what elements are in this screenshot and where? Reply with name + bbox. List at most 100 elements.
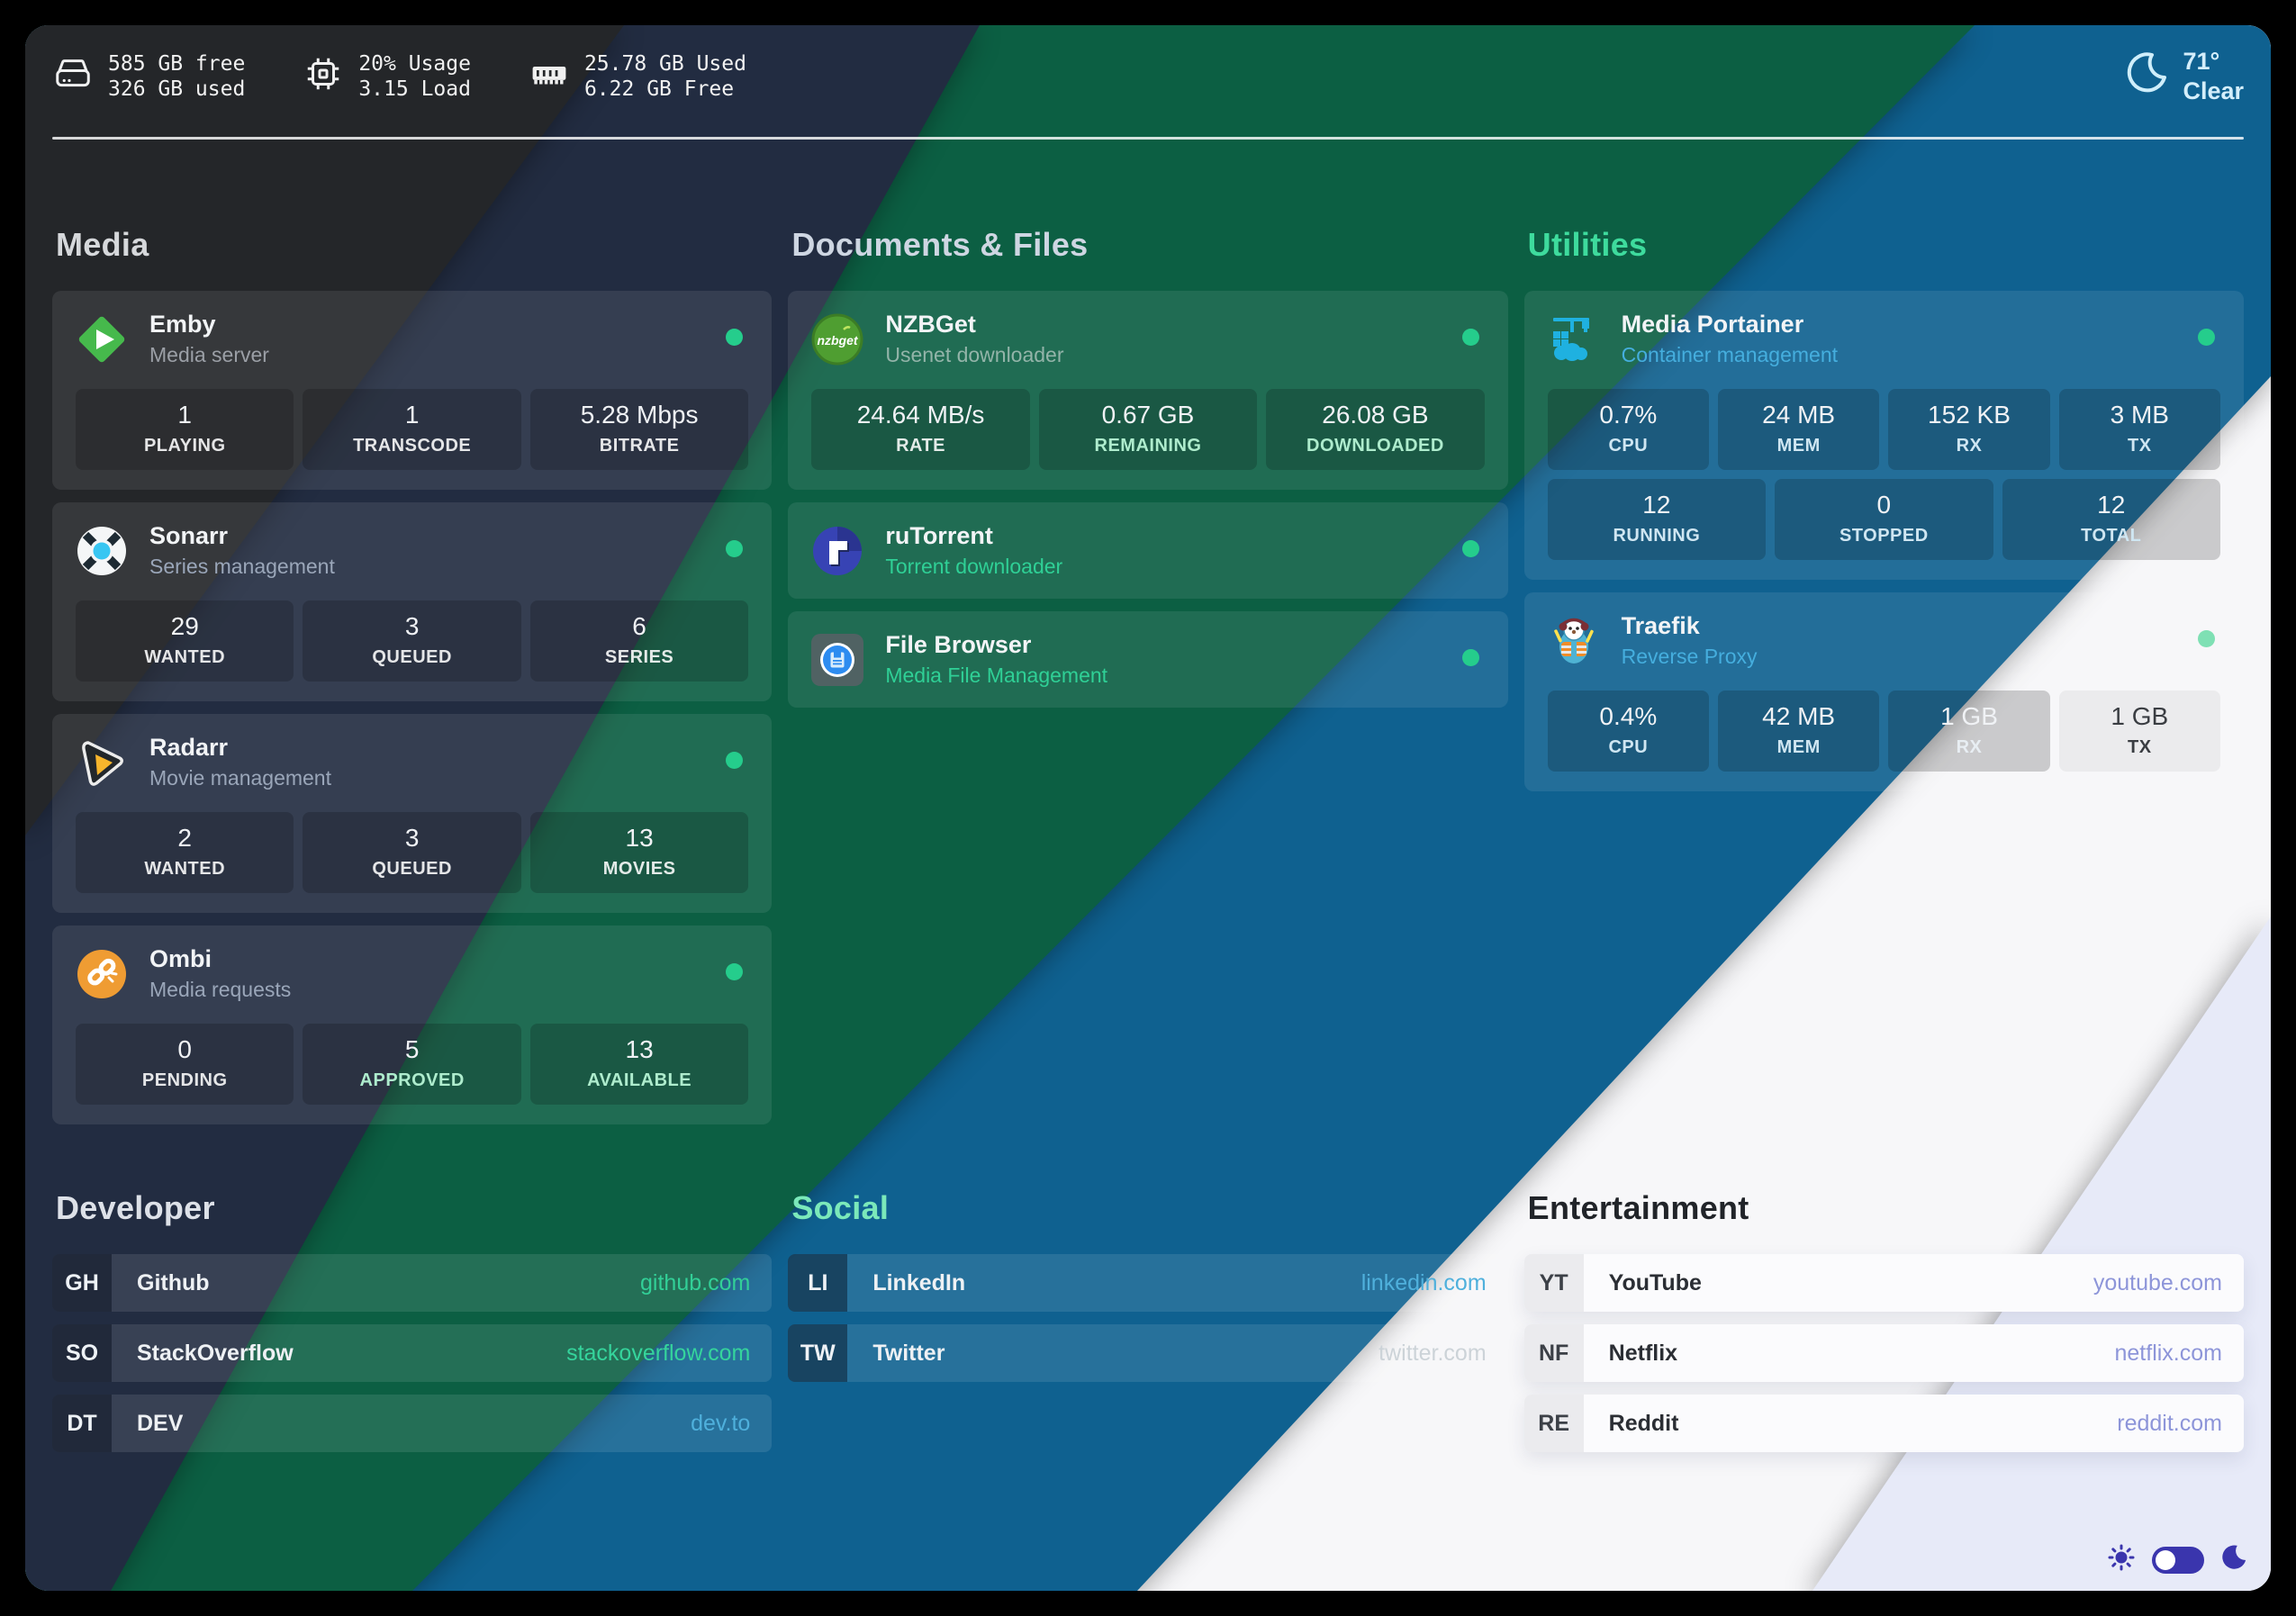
portainer-icon (1548, 313, 1600, 366)
filebrowser-icon (811, 633, 864, 686)
stat-box: 12 TOTAL (2002, 479, 2220, 560)
bookmark-stackoverflow[interactable]: SO StackOverflow stackoverflow.com (52, 1324, 773, 1382)
section-title: Developer (56, 1189, 215, 1226)
bookmark-url: twitter.com (1379, 1340, 1487, 1366)
service-title: ruTorrent (885, 522, 993, 549)
bookmark-github[interactable]: GH Github github.com (52, 1254, 773, 1312)
stat-box: 3 MB TX (2058, 389, 2220, 470)
stat-box: 3 QUEUED (303, 600, 521, 682)
status-dot (1461, 329, 1479, 346)
stat-box: 13 AVAILABLE (529, 1024, 749, 1105)
service-subtitle: Usenet downloader (885, 343, 1064, 366)
bookmark-twitter[interactable]: TW Twitter twitter.com (788, 1324, 1508, 1382)
stat-box: 42 MB MEM (1717, 691, 1880, 772)
system-status-bar: 585 GB free 326 GB used 20% Usage 3.15 Loa… (52, 25, 2244, 112)
bookmark-url: netflix.com (2114, 1340, 2222, 1366)
section-title: Media (56, 226, 149, 263)
stat-box: 152 KB RX (1888, 389, 2050, 470)
status-dot (1461, 649, 1479, 666)
sonarr-icon (76, 525, 128, 577)
stat-box: 0.7% CPU (1547, 389, 1709, 470)
section-title: Documents & Files (791, 226, 1089, 263)
bookmark-abbr: YT (1523, 1254, 1584, 1312)
section-social: Social LI LinkedIn linkedin.com TW Twitt… (788, 1189, 1508, 1465)
bookmark-url: reddit.com (2117, 1410, 2222, 1436)
service-card-portainer[interactable]: Media Portainer Container management 0.7… (1523, 291, 2244, 580)
service-card-radarr[interactable]: Radarr Movie management 2 WANTED 3 QUEUED … (52, 714, 773, 913)
bookmark-linkedin[interactable]: LI LinkedIn linkedin.com (788, 1254, 1508, 1312)
stat-box: 3 QUEUED (303, 812, 521, 893)
weather-temperature: 71° (2183, 48, 2220, 75)
status-dot (726, 963, 744, 980)
section-entertainment: Entertainment YT YouTube youtube.com NF … (1523, 1189, 2244, 1465)
weather-widget: 71° Clear (2125, 47, 2244, 106)
service-card-sonarr[interactable]: Sonarr Series management 29 WANTED 3 QUEUE… (52, 502, 773, 701)
cpu-load: 3.15 Load (358, 77, 471, 101)
stat-box: 12 RUNNING (1547, 479, 1767, 560)
bookmark-abbr: NF (1523, 1324, 1584, 1382)
bookmark-abbr: RE (1523, 1395, 1584, 1452)
theme-switch-knob (2156, 1549, 2175, 1570)
theme-toggle (2107, 1543, 2247, 1576)
service-subtitle: Movie management (149, 766, 331, 790)
service-subtitle: Media requests (149, 978, 292, 1001)
theme-switch[interactable] (2152, 1546, 2204, 1574)
bookmark-netflix[interactable]: NF Netflix netflix.com (1523, 1324, 2244, 1382)
service-title: Sonarr (149, 522, 229, 549)
disk-used: 326 GB used (108, 77, 246, 101)
bookmark-abbr: TW (788, 1324, 848, 1382)
stat-box: 0.67 GB REMAINING (1038, 389, 1258, 470)
moon-icon[interactable] (2220, 1544, 2247, 1575)
stat-box: 0.4% CPU (1547, 691, 1709, 772)
nzbget-icon: nzbget (811, 313, 863, 366)
radarr-icon (76, 736, 128, 789)
traefik-icon (1548, 615, 1600, 667)
service-subtitle: Media File Management (885, 664, 1108, 687)
bookmark-reddit[interactable]: RE Reddit reddit.com (1523, 1395, 2244, 1452)
service-card-emby[interactable]: Emby Media server 1 PLAYING 1 TRANSCODE 5.… (52, 291, 773, 490)
ram-used: 25.78 GB Used (583, 52, 746, 76)
cpu-icon (303, 53, 344, 101)
service-card-rutorrent[interactable]: ruTorrent Torrent downloader (788, 502, 1508, 599)
weather-condition: Clear (2183, 77, 2244, 104)
memory-icon (529, 53, 570, 101)
bookmark-url: linkedin.com (1360, 1269, 1487, 1296)
service-title: Radarr (149, 734, 229, 761)
bookmark-youtube[interactable]: YT YouTube youtube.com (1523, 1254, 2244, 1312)
service-card-ombi[interactable]: Ombi Media requests 0 PENDING 5 APPROVED 1… (52, 925, 773, 1124)
section-title: Entertainment (1527, 1189, 1749, 1226)
ram-stat: 25.78 GB Used 6.22 GB Free (529, 51, 746, 102)
stat-box: 26.08 GB DOWNLOADED (1266, 389, 1485, 470)
cpu-usage: 20% Usage (358, 52, 471, 76)
service-card-filebrowser[interactable]: File Browser Media File Management (788, 611, 1508, 708)
bookmark-url: github.com (640, 1269, 751, 1296)
service-subtitle: Torrent downloader (885, 555, 1063, 578)
section-title: Utilities (1527, 226, 1648, 263)
service-subtitle: Series management (149, 555, 335, 578)
stat-box: 5.28 Mbps BITRATE (529, 389, 749, 470)
stat-box: 5 APPROVED (303, 1024, 521, 1105)
bookmark-abbr: DT (52, 1395, 112, 1452)
service-subtitle: Reverse Proxy (1621, 645, 1758, 668)
service-card-nzbget[interactable]: nzbget NZBGet Usenet downloader 24.64 MB… (788, 291, 1508, 490)
service-title: File Browser (885, 631, 1032, 658)
section-title: Social (791, 1189, 890, 1226)
stat-box: 1 PLAYING (76, 389, 294, 470)
status-dot (1461, 540, 1479, 557)
service-title: Ombi (149, 945, 212, 972)
stat-box: 24 MB MEM (1717, 389, 1880, 470)
bookmark-url: dev.to (691, 1410, 751, 1436)
bookmark-dev[interactable]: DT DEV dev.to (52, 1395, 773, 1452)
service-subtitle: Media server (149, 343, 269, 366)
clear-night-icon (2125, 51, 2168, 102)
status-dot (2197, 329, 2215, 346)
service-card-traefik[interactable]: Traefik Reverse Proxy 0.4% CPU 42 MB MEM 1… (1523, 592, 2244, 791)
sun-icon[interactable] (2107, 1543, 2136, 1576)
stat-box: 2 WANTED (76, 812, 294, 893)
stat-box: 0 STOPPED (1775, 479, 1993, 560)
hard-drive-icon (52, 53, 94, 101)
section-media: Media Emby (52, 226, 773, 1124)
section-developer: Developer GH Github github.com SO StackO… (52, 1189, 773, 1465)
emby-icon (76, 313, 128, 366)
service-subtitle: Container management (1621, 343, 1839, 366)
